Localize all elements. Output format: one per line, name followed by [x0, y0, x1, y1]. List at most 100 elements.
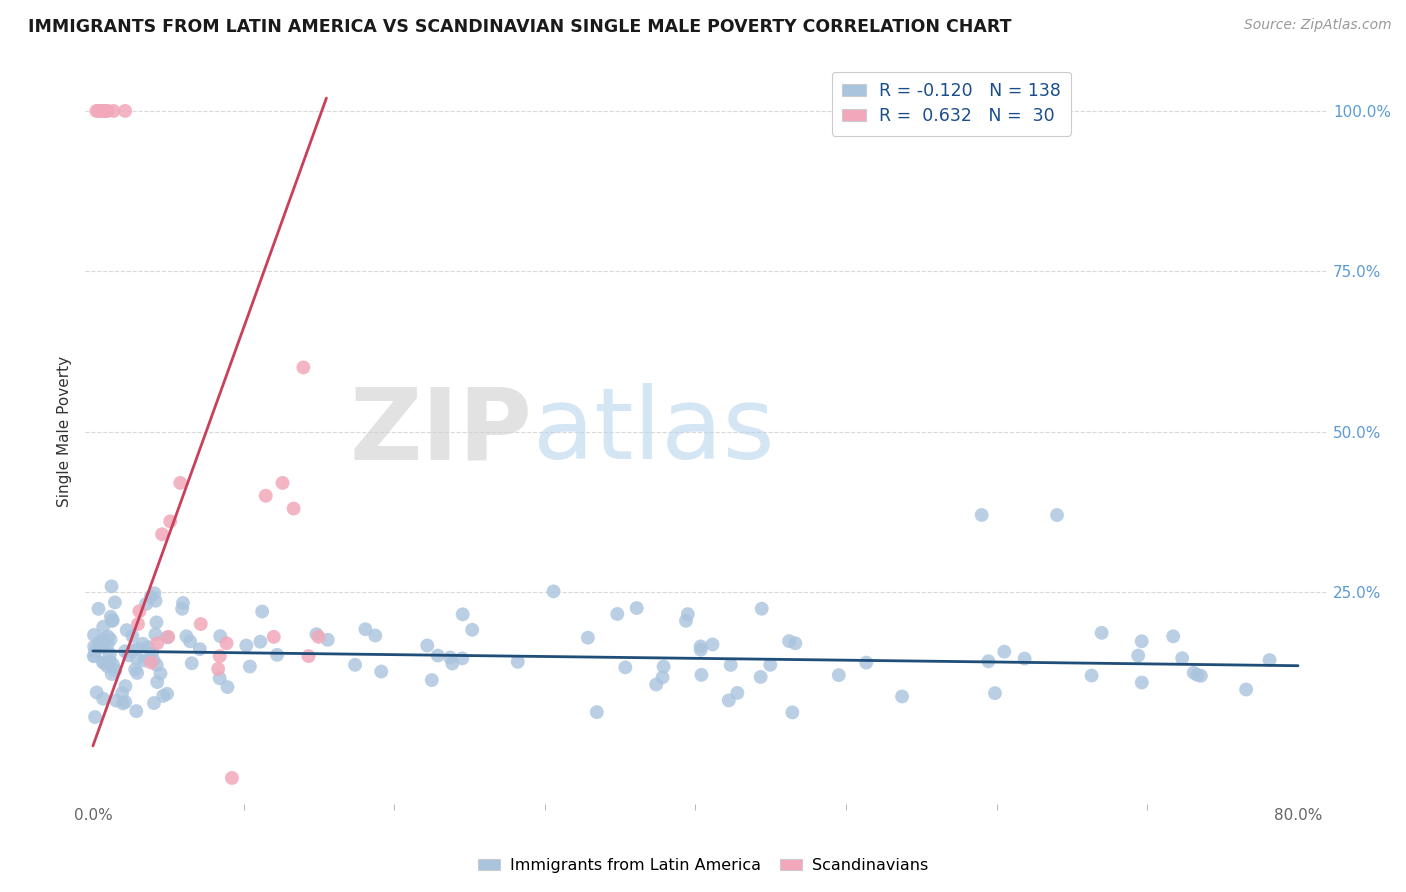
- Point: [98, 647, 121, 661]
- Point: [1014, 651, 1036, 665]
- Point: [136, 640, 159, 654]
- Point: [121, 643, 143, 657]
- Point: [114, 679, 136, 693]
- Point: [263, 630, 285, 644]
- Legend: R = -0.120   N = 138, R =  0.632   N =  30: R = -0.120 N = 138, R = 0.632 N = 30: [832, 72, 1071, 136]
- Point: [145, 593, 167, 607]
- Point: [87, 602, 110, 616]
- Point: [506, 655, 529, 669]
- Point: [782, 706, 804, 720]
- Point: [127, 665, 149, 680]
- Point: [416, 639, 439, 653]
- Point: [451, 651, 474, 665]
- Point: [94, 103, 117, 118]
- Point: [690, 668, 713, 682]
- Point: [114, 103, 136, 118]
- Point: [101, 657, 124, 672]
- Point: [645, 677, 668, 691]
- Point: [104, 664, 127, 678]
- Point: [749, 670, 772, 684]
- Point: [111, 697, 134, 711]
- Point: [91, 640, 114, 655]
- Point: [105, 693, 128, 707]
- Point: [134, 654, 156, 668]
- Point: [84, 710, 107, 724]
- Point: [1182, 665, 1205, 680]
- Point: [984, 686, 1007, 700]
- Point: [101, 613, 124, 627]
- Point: [83, 648, 105, 663]
- Point: [344, 657, 367, 672]
- Point: [114, 644, 136, 658]
- Point: [828, 668, 851, 682]
- Point: [98, 654, 121, 668]
- Point: [190, 617, 212, 632]
- Point: [717, 693, 740, 707]
- Point: [87, 103, 110, 118]
- Point: [132, 637, 155, 651]
- Point: [97, 630, 120, 644]
- Point: [176, 629, 198, 643]
- Point: [149, 666, 172, 681]
- Point: [689, 640, 711, 654]
- Point: [420, 673, 443, 687]
- Point: [215, 636, 238, 650]
- Point: [651, 670, 673, 684]
- Point: [83, 649, 105, 664]
- Point: [172, 602, 194, 616]
- Point: [675, 614, 697, 628]
- Point: [855, 656, 877, 670]
- Point: [101, 614, 124, 628]
- Point: [121, 629, 143, 643]
- Point: [145, 615, 167, 630]
- Point: [606, 607, 628, 621]
- Point: [1046, 508, 1069, 522]
- Point: [585, 705, 607, 719]
- Point: [138, 652, 160, 666]
- Point: [93, 103, 115, 118]
- Point: [156, 631, 179, 645]
- Point: [114, 695, 136, 709]
- Point: [141, 646, 163, 660]
- Point: [1187, 668, 1209, 682]
- Point: [179, 634, 201, 648]
- Point: [239, 659, 262, 673]
- Point: [96, 659, 118, 673]
- Point: [91, 655, 114, 669]
- Point: [100, 579, 122, 593]
- Point: [146, 636, 169, 650]
- Point: [676, 607, 699, 621]
- Point: [83, 640, 105, 654]
- Point: [751, 601, 773, 615]
- Point: [305, 627, 328, 641]
- Point: [271, 475, 294, 490]
- Text: IMMIGRANTS FROM LATIN AMERICA VS SCANDINAVIAN SINGLE MALE POVERTY CORRELATION CH: IMMIGRANTS FROM LATIN AMERICA VS SCANDIN…: [28, 18, 1012, 36]
- Point: [370, 665, 392, 679]
- Text: atlas: atlas: [533, 383, 775, 480]
- Point: [209, 629, 232, 643]
- Point: [1171, 651, 1194, 665]
- Point: [785, 636, 807, 650]
- Point: [143, 696, 166, 710]
- Point: [1091, 625, 1114, 640]
- Y-axis label: Single Male Poverty: Single Male Poverty: [58, 356, 72, 508]
- Point: [180, 657, 202, 671]
- Point: [250, 605, 273, 619]
- Point: [778, 634, 800, 648]
- Point: [266, 648, 288, 662]
- Point: [90, 103, 112, 118]
- Point: [159, 515, 181, 529]
- Point: [104, 595, 127, 609]
- Point: [145, 657, 167, 672]
- Point: [84, 644, 107, 658]
- Point: [188, 642, 211, 657]
- Point: [124, 663, 146, 677]
- Point: [614, 660, 637, 674]
- Point: [461, 623, 484, 637]
- Point: [128, 604, 150, 618]
- Point: [1130, 634, 1153, 648]
- Point: [127, 617, 149, 632]
- Point: [141, 656, 163, 670]
- Point: [316, 632, 339, 647]
- Point: [83, 628, 105, 642]
